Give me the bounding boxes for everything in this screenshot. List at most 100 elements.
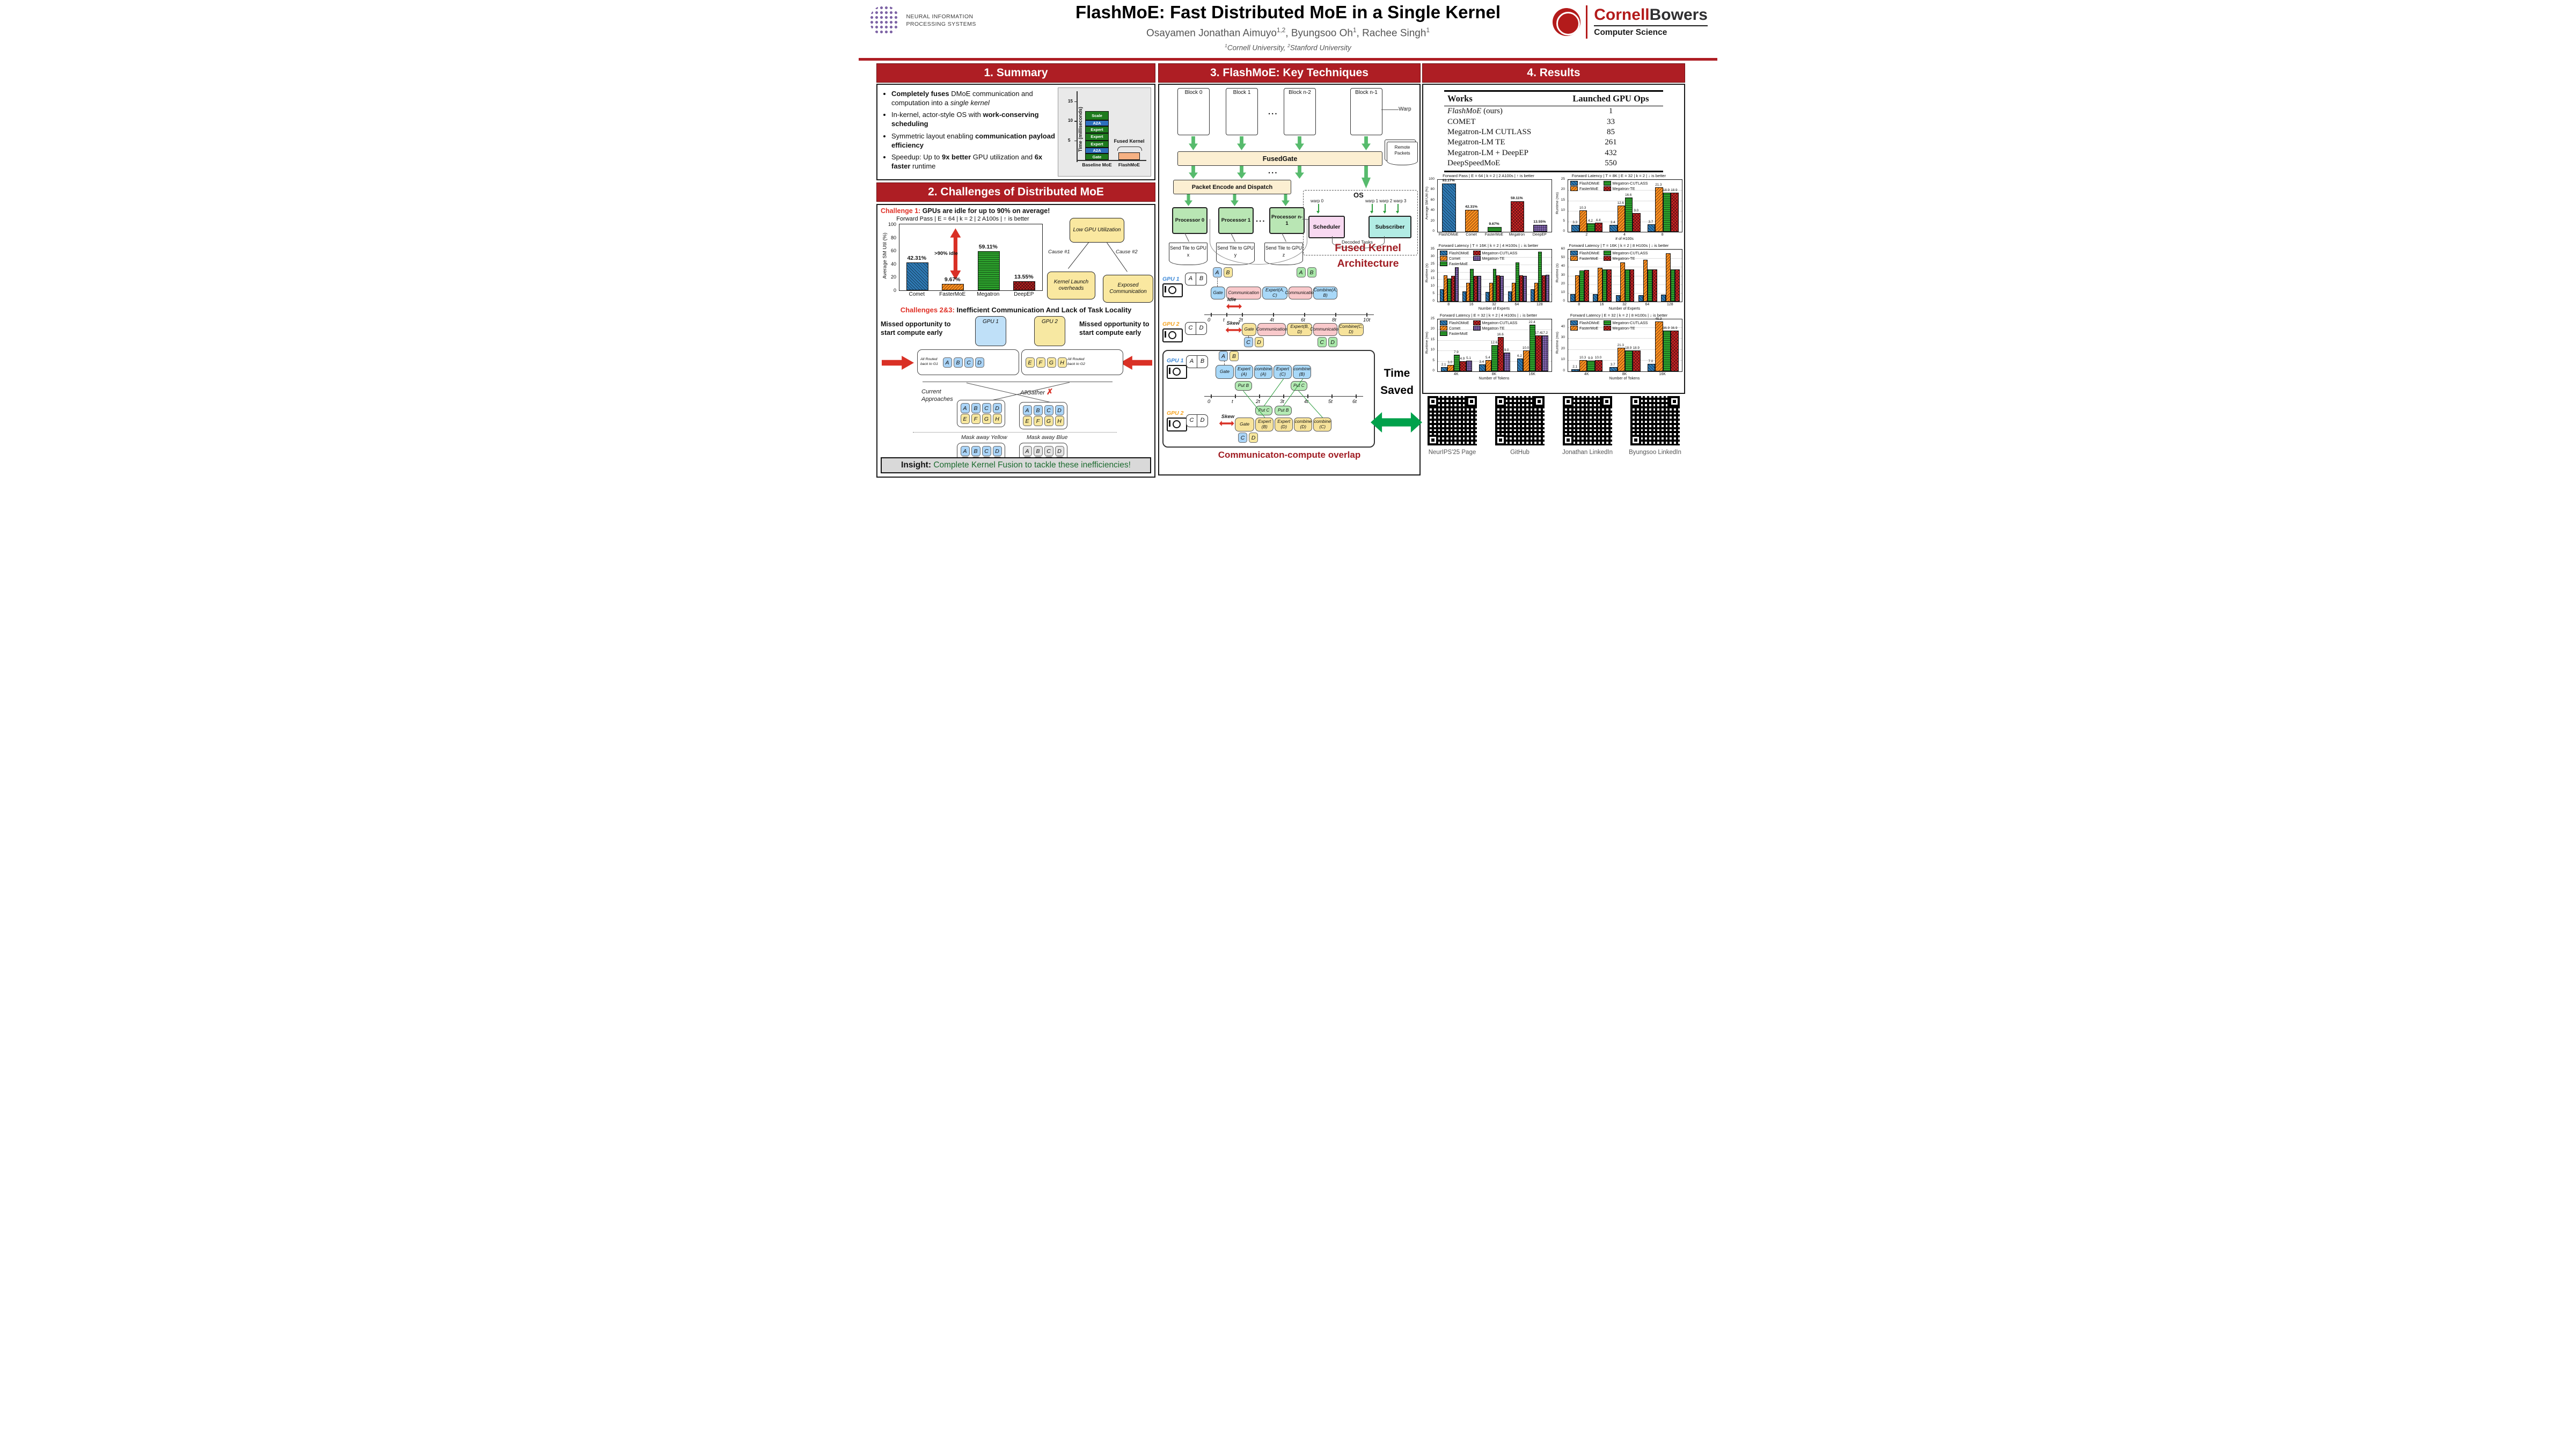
bar <box>1497 336 1504 372</box>
timeline-segment: Communication <box>1256 323 1287 336</box>
down-arrow <box>1184 194 1192 206</box>
y-tick: 20 <box>1561 346 1565 350</box>
token-chip: H <box>1055 416 1064 426</box>
fusedgate-bar: FusedGate <box>1177 151 1382 166</box>
y-axis-label: Runtime (s) <box>1425 263 1429 282</box>
bar-value: 10.3 <box>1579 206 1586 210</box>
processor-0: Processor 0 <box>1172 207 1208 234</box>
timeline-overlap-box: GPU 1 A B A B Gate Expert (A) combine (A) Expert… <box>1162 350 1375 448</box>
warp-label: Warp <box>1399 106 1411 112</box>
x-category: 4K <box>1454 372 1459 377</box>
axis-tick <box>1356 394 1357 398</box>
x-category: 32 <box>1492 303 1496 307</box>
timeline-segment: Gate <box>1235 418 1255 431</box>
token-chip: C <box>982 402 991 413</box>
qr-code-icon <box>1428 396 1477 445</box>
y-tick: 5 <box>1068 137 1071 143</box>
timeline-segment: Communication <box>1226 287 1261 299</box>
y-axis-label: Runtime (s) <box>1555 263 1560 282</box>
token-chip: B <box>1223 267 1233 277</box>
poster: NEURAL INFORMATION PROCESSING SYSTEMS Fl… <box>859 0 1717 483</box>
table-row: FlashMoE (ours) 1 <box>1447 107 1613 116</box>
bar <box>1602 269 1607 302</box>
token-chip: D <box>1055 405 1064 415</box>
y-axis-label: Average SM Util (%) <box>882 232 888 279</box>
bar-value: 9.67% <box>944 276 961 283</box>
down-arrow <box>1189 166 1198 179</box>
y-tick: 15 <box>1561 197 1565 202</box>
red-double-arrow <box>1219 421 1234 426</box>
insight-banner: Insight: Complete Kernel Fusion to tackl… <box>881 457 1151 473</box>
divider <box>1586 5 1588 39</box>
axis-label: 2t <box>1256 399 1260 405</box>
y-tick: 60 <box>890 248 896 254</box>
x-category: 8K <box>1491 372 1497 377</box>
token-chip: D <box>1055 445 1064 456</box>
mask-blue-label: Mask away Blue <box>1027 434 1068 441</box>
x-category: Comet <box>909 291 925 297</box>
warp-arrow <box>1396 204 1400 214</box>
bar <box>1519 275 1523 302</box>
dashed-arrow <box>1224 361 1225 365</box>
y-tick: 60 <box>1430 197 1435 202</box>
section-header-challenges: 2. Challenges of Distributed MoE <box>876 182 1155 202</box>
token-chip: A <box>1022 445 1032 456</box>
y-tick: 0 <box>1432 299 1435 303</box>
page-title: FlashMoE: Fast Distributed MoE in a Sing… <box>1075 2 1501 22</box>
bar-value: 5.4 <box>1485 356 1490 360</box>
bar <box>1500 275 1504 302</box>
bar <box>1625 269 1630 302</box>
block-1: Block 1 <box>1226 88 1258 135</box>
summary-bullet: In-kernel, actor-style OS with work-cons… <box>891 110 1056 128</box>
axis-label: 6t <box>1301 317 1305 323</box>
legend-swatch <box>1440 326 1447 331</box>
token-chip: A <box>1212 267 1222 277</box>
axis-label: 5t <box>1328 399 1333 405</box>
chart-title: Forward Latency | T = 16K | k = 2 | 8 H1… <box>1569 243 1669 248</box>
timeline-segment: Communication <box>1285 287 1316 299</box>
warp-arrow <box>1383 204 1387 214</box>
stack-segment: Expert <box>1085 126 1109 134</box>
y-axis-label: Runtime (ms) <box>1555 331 1560 354</box>
cornell-sub: Computer Science <box>1594 25 1708 38</box>
exposed-comm-box: Exposed Communication <box>1103 275 1153 303</box>
bar-value: 16.6 <box>1625 193 1632 197</box>
bar <box>1465 210 1479 232</box>
warp0-label: warp 0 <box>1311 199 1324 203</box>
legend-swatch <box>1440 251 1447 256</box>
axis-tick <box>1235 394 1236 398</box>
cause-diagram: Low GPU Utilization Cause #1 Cause #2 Ke… <box>1047 216 1153 304</box>
axis-tick <box>1283 394 1284 398</box>
bar <box>1462 291 1467 302</box>
y-tick: 0 <box>1432 369 1435 373</box>
bar <box>1533 224 1547 232</box>
gpu-card-icon <box>1167 418 1187 431</box>
y-tick: 5 <box>1432 358 1435 362</box>
legend-swatch <box>1570 320 1578 326</box>
y-tick: 10 <box>1068 118 1073 123</box>
summary-bullet: Symmetric layout enabling communication … <box>891 131 1056 150</box>
cause1-label: Cause #1 <box>1048 249 1070 255</box>
timeline-segment: Gate <box>1211 287 1225 299</box>
bar <box>1675 269 1680 302</box>
token-chip: B <box>1230 351 1239 361</box>
plot-area: FlashDMoE Comet FasterMoE Megatron-CUTLASS M… <box>1437 249 1552 303</box>
y-tick: 0 <box>1563 369 1565 373</box>
allgather-label: AllGather ✗ <box>1020 387 1053 397</box>
legend-item: Megatron-CUTLASS <box>1603 251 1648 256</box>
legend-item: Megatron-TE <box>1603 256 1648 261</box>
x-category: FasterMoE <box>1484 233 1504 237</box>
x-axis-label: Number of Tokens <box>1479 376 1510 380</box>
red-arrow-right <box>1120 356 1152 370</box>
bar <box>977 251 1000 290</box>
legend-swatch <box>1440 256 1447 261</box>
idle-annotation: >90% idle <box>934 251 958 257</box>
cornell-logo: CornellBowers Computer Science <box>1553 5 1708 39</box>
x-axis-label: Number of Experts <box>1478 306 1510 311</box>
axis-label: 10t <box>1363 317 1371 323</box>
y-tick: 15 <box>1068 98 1073 104</box>
x-category: 16K <box>1659 372 1666 377</box>
